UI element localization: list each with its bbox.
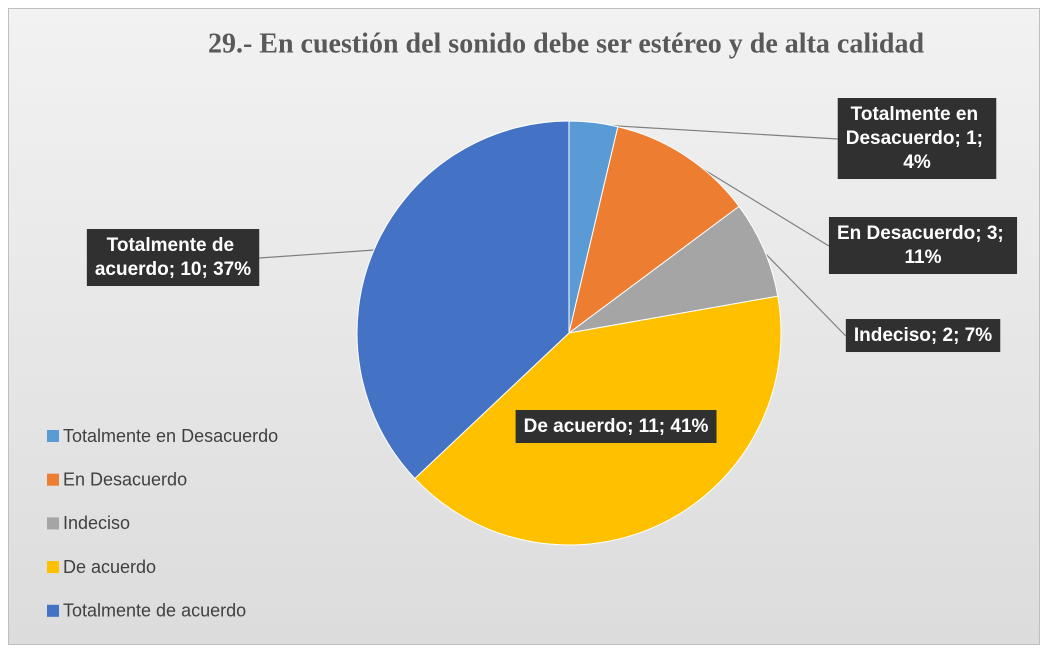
data-label-text: Totalmente en Desacuerdo; 1; 4% bbox=[846, 104, 989, 173]
pie-slice bbox=[568, 126, 740, 335]
data-label-line: 11% bbox=[905, 247, 942, 268]
data-label: En Desacuerdo; 3; 11% bbox=[828, 217, 1018, 275]
legend-swatch bbox=[47, 561, 59, 574]
leader-line bbox=[593, 123, 838, 140]
data-label: De acuerdo; 11; 41% bbox=[515, 410, 717, 444]
leader-line bbox=[684, 157, 830, 247]
data-label-box bbox=[845, 319, 1001, 353]
chart-title: 29.- En cuestión del sonido debe ser est… bbox=[208, 28, 925, 59]
data-label: Totalmente en Desacuerdo; 1; 4% bbox=[837, 98, 997, 180]
data-label-line: Totalmente en bbox=[851, 104, 984, 125]
data-label-line: Indeciso; 2; 7% bbox=[854, 325, 992, 346]
data-label-line: En Desacuerdo; 3; bbox=[837, 223, 1009, 244]
data-label-box bbox=[515, 410, 717, 444]
legend-label: Indeciso bbox=[63, 513, 130, 533]
leader-line bbox=[259, 249, 377, 259]
legend-swatch bbox=[47, 604, 59, 617]
pie-slice bbox=[568, 205, 779, 334]
data-label-line: acuerdo; 10; 37% bbox=[95, 259, 251, 280]
data-label-line: De acuerdo; 11; 41% bbox=[524, 416, 709, 437]
data-label: Totalmente de acuerdo; 10; 37% bbox=[86, 229, 260, 287]
data-label: Indeciso; 2; 7% bbox=[845, 319, 1001, 353]
data-label-text: En Desacuerdo; 3; 11% bbox=[837, 223, 1009, 268]
legend-label: De acuerdo bbox=[63, 557, 156, 577]
legend-label: En Desacuerdo bbox=[63, 469, 187, 489]
data-label-line: 4% bbox=[903, 152, 931, 173]
data-label-line: Totalmente de bbox=[107, 235, 240, 256]
data-label-box bbox=[828, 217, 1018, 275]
pie-slice bbox=[356, 120, 570, 480]
data-label-text: Totalmente de acuerdo; 10; 37% bbox=[95, 235, 251, 280]
legend-swatch bbox=[47, 517, 59, 530]
legend-swatch bbox=[47, 430, 59, 442]
data-label-text: De acuerdo; 11; 41% bbox=[524, 416, 709, 437]
data-label-box bbox=[86, 229, 260, 287]
legend-swatch bbox=[47, 473, 59, 486]
legend-label: Totalmente de acuerdo bbox=[63, 601, 246, 621]
data-label-box bbox=[837, 98, 997, 180]
legend-label: Totalmente en Desacuerdo bbox=[63, 426, 278, 446]
leader-line bbox=[761, 249, 847, 337]
data-label-text: Indeciso; 2; 7% bbox=[854, 325, 992, 346]
data-label-line: Desacuerdo; 1; bbox=[846, 128, 989, 149]
